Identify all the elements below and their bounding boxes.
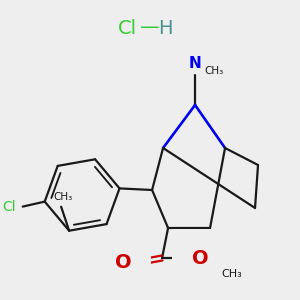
Text: O: O	[192, 248, 208, 268]
Text: CH₃: CH₃	[53, 192, 73, 202]
Text: CH₃: CH₃	[222, 269, 242, 279]
Text: Cl: Cl	[2, 200, 16, 214]
Text: H: H	[158, 19, 172, 38]
Text: O: O	[115, 254, 131, 272]
Text: N: N	[189, 56, 201, 70]
Text: CH₃: CH₃	[204, 66, 223, 76]
Text: —: —	[140, 17, 160, 37]
Text: Cl: Cl	[118, 19, 137, 38]
